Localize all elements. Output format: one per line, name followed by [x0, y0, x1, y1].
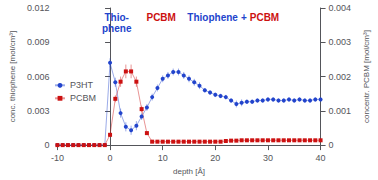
- svg-text:20: 20: [210, 153, 220, 163]
- svg-text:PCBM: PCBM: [70, 93, 96, 103]
- svg-text:concentr. PCBM [mol/cm³]: concentr. PCBM [mol/cm³]: [362, 30, 371, 123]
- svg-text:depth [Å]: depth [Å]: [173, 167, 205, 176]
- svg-text:+: +: [241, 12, 247, 23]
- svg-text:0: 0: [108, 153, 113, 163]
- svg-text:0.006: 0.006: [27, 72, 50, 82]
- svg-text:0.001: 0.001: [329, 106, 352, 116]
- svg-text:0.004: 0.004: [329, 3, 352, 13]
- svg-text:0: 0: [329, 140, 334, 150]
- svg-text:10: 10: [158, 153, 168, 163]
- svg-text:conc. thiophene [mol/cm³]: conc. thiophene [mol/cm³]: [8, 31, 17, 123]
- svg-text:40: 40: [316, 153, 326, 163]
- svg-text:0.009: 0.009: [27, 37, 50, 47]
- svg-text:Thiophene: Thiophene: [187, 12, 238, 23]
- svg-text:PCBM: PCBM: [250, 12, 279, 23]
- svg-text:P3HT: P3HT: [70, 80, 94, 90]
- svg-text:phene: phene: [102, 23, 132, 34]
- svg-text:-10: -10: [51, 153, 64, 163]
- svg-text:0.003: 0.003: [329, 37, 352, 47]
- svg-text:Thio-: Thio-: [105, 12, 129, 23]
- svg-text:0.012: 0.012: [27, 3, 50, 13]
- svg-text:PCBM: PCBM: [146, 12, 175, 23]
- svg-text:0: 0: [44, 140, 49, 150]
- svg-text:30: 30: [263, 153, 273, 163]
- svg-text:0.003: 0.003: [27, 106, 50, 116]
- svg-text:0.002: 0.002: [329, 72, 352, 82]
